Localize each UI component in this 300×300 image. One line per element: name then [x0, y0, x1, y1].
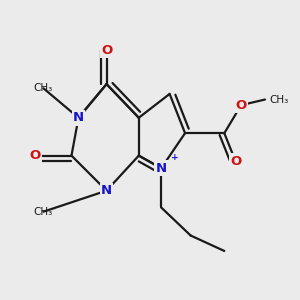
- Text: N: N: [101, 184, 112, 197]
- Text: O: O: [236, 99, 247, 112]
- Text: O: O: [230, 155, 241, 168]
- Text: O: O: [29, 149, 41, 162]
- Text: N: N: [73, 111, 84, 124]
- Text: CH₃: CH₃: [34, 207, 53, 217]
- Text: +: +: [171, 152, 178, 161]
- Text: N: N: [156, 162, 167, 175]
- Text: CH₃: CH₃: [269, 94, 288, 104]
- Text: CH₃: CH₃: [34, 83, 53, 93]
- Text: O: O: [101, 44, 112, 57]
